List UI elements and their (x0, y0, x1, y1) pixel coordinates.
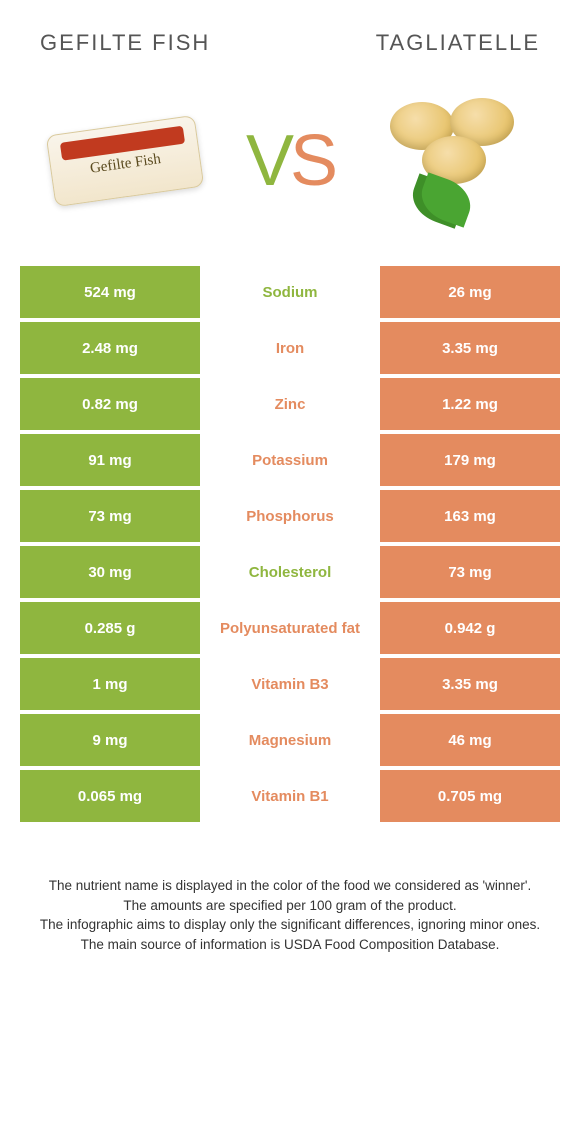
table-row: 1 mgVitamin B33.35 mg (20, 658, 560, 710)
left-value: 524 mg (20, 266, 200, 318)
table-row: 91 mgPotassium179 mg (20, 434, 560, 486)
right-value: 0.705 mg (380, 770, 560, 822)
header: GEFILTE FISH TAGLIATELLE (0, 0, 580, 66)
nutrient-label: Polyunsaturated fat (200, 602, 380, 654)
comparison-table: 524 mgSodium26 mg2.48 mgIron3.35 mg0.82 … (0, 266, 580, 822)
table-row: 30 mgCholesterol73 mg (20, 546, 560, 598)
nutrient-label: Sodium (200, 266, 380, 318)
right-value: 3.35 mg (380, 322, 560, 374)
right-value: 3.35 mg (380, 658, 560, 710)
left-value: 0.065 mg (20, 770, 200, 822)
nutrient-label: Cholesterol (200, 546, 380, 598)
left-value: 30 mg (20, 546, 200, 598)
footer-line: The main source of information is USDA F… (20, 935, 560, 955)
nutrient-label: Vitamin B3 (200, 658, 380, 710)
nutrient-label: Vitamin B1 (200, 770, 380, 822)
footer-notes: The nutrient name is displayed in the co… (0, 826, 580, 954)
right-value: 26 mg (380, 266, 560, 318)
table-row: 0.82 mgZinc1.22 mg (20, 378, 560, 430)
left-value: 1 mg (20, 658, 200, 710)
left-value: 0.82 mg (20, 378, 200, 430)
right-value: 1.22 mg (380, 378, 560, 430)
left-value: 2.48 mg (20, 322, 200, 374)
nutrient-label: Potassium (200, 434, 380, 486)
left-value: 73 mg (20, 490, 200, 542)
table-row: 9 mgMagnesium46 mg (20, 714, 560, 766)
right-food-image (370, 96, 540, 226)
table-row: 2.48 mgIron3.35 mg (20, 322, 560, 374)
footer-line: The amounts are specified per 100 gram o… (20, 896, 560, 916)
left-food-title: GEFILTE FISH (40, 30, 210, 56)
left-value: 91 mg (20, 434, 200, 486)
right-value: 73 mg (380, 546, 560, 598)
footer-line: The infographic aims to display only the… (20, 915, 560, 935)
footer-line: The nutrient name is displayed in the co… (20, 876, 560, 896)
tagliatelle-icon (380, 96, 530, 226)
left-value: 9 mg (20, 714, 200, 766)
nutrient-label: Phosphorus (200, 490, 380, 542)
vs-label: VS (246, 120, 334, 202)
table-row: 0.065 mgVitamin B10.705 mg (20, 770, 560, 822)
gefilte-fish-icon (46, 115, 205, 207)
right-food-title: TAGLIATELLE (376, 30, 540, 56)
vs-v: V (246, 121, 290, 201)
right-value: 163 mg (380, 490, 560, 542)
right-value: 46 mg (380, 714, 560, 766)
nutrient-label: Iron (200, 322, 380, 374)
nutrient-label: Magnesium (200, 714, 380, 766)
left-value: 0.285 g (20, 602, 200, 654)
table-row: 73 mgPhosphorus163 mg (20, 490, 560, 542)
table-row: 524 mgSodium26 mg (20, 266, 560, 318)
images-row: VS (0, 66, 580, 266)
nutrient-label: Zinc (200, 378, 380, 430)
vs-s: S (290, 121, 334, 201)
table-row: 0.285 gPolyunsaturated fat0.942 g (20, 602, 560, 654)
right-value: 0.942 g (380, 602, 560, 654)
left-food-image (40, 96, 210, 226)
right-value: 179 mg (380, 434, 560, 486)
